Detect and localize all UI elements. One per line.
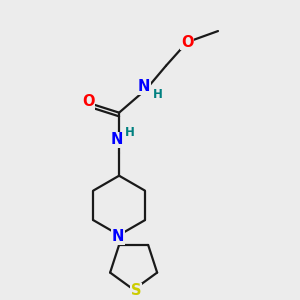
Text: H: H bbox=[125, 126, 135, 139]
Text: N: N bbox=[110, 132, 123, 147]
Text: N: N bbox=[112, 229, 124, 244]
Text: H: H bbox=[152, 88, 162, 100]
Text: N: N bbox=[138, 79, 150, 94]
Text: O: O bbox=[82, 94, 94, 109]
Text: O: O bbox=[181, 35, 193, 50]
Text: S: S bbox=[131, 284, 141, 298]
